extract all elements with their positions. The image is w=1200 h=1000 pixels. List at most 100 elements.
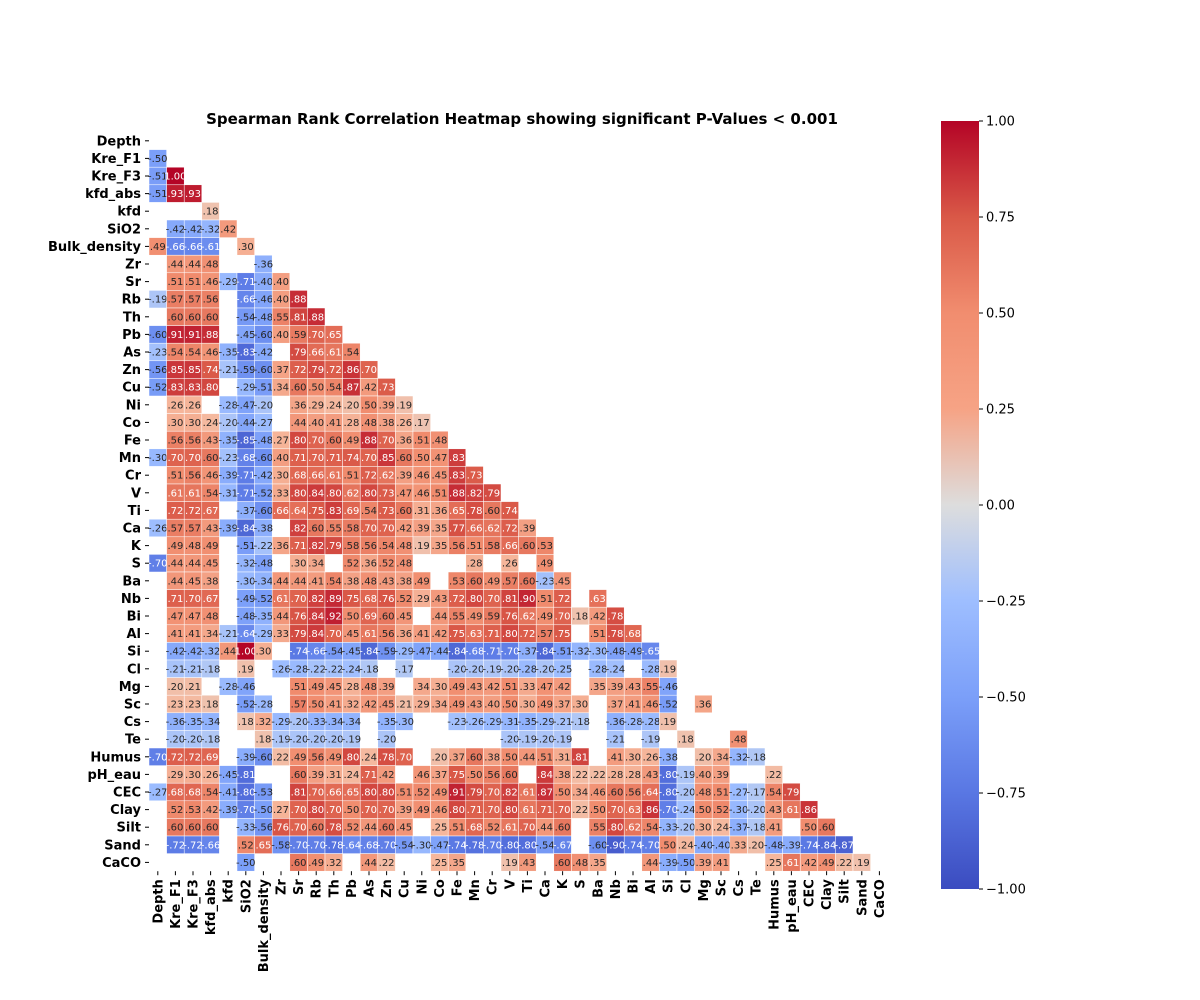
cell-value-label: .34 <box>273 383 289 394</box>
cell-value-label: .60 <box>291 770 307 781</box>
cell-value-label: .61 <box>326 471 342 482</box>
colorbar-tick-label: 0.50 <box>986 307 1015 322</box>
cell-value-label: .60 <box>185 823 201 834</box>
cell-value-label: -.42 <box>166 647 186 658</box>
column-label: Sc <box>715 879 730 896</box>
cell-value-label: .52 <box>396 594 412 605</box>
cell-value-label: .70 <box>308 330 324 341</box>
cell-value-label: -.23 <box>535 576 555 587</box>
cell-value-label: .56 <box>203 295 219 306</box>
cell-value-label: -.37 <box>729 823 749 834</box>
cell-value-label: .43 <box>203 436 219 447</box>
cell-value-label: -.39 <box>218 524 238 535</box>
cell-value-label: .60 <box>819 823 835 834</box>
cell-value-label: .52 <box>343 559 359 570</box>
cell-value-label: -.42 <box>254 348 274 359</box>
cell-value-label: .60 <box>308 524 324 535</box>
cell-value-label: .41 <box>713 858 729 869</box>
cell-value-label: -.54 <box>394 840 414 851</box>
cell-value-label: -.70 <box>289 840 309 851</box>
colorbar-tick-label: 0.00 <box>986 499 1015 514</box>
cell-value-label: .51 <box>467 541 483 552</box>
cell-value-label: .35 <box>431 541 447 552</box>
cell-value-label: .78 <box>607 612 623 623</box>
cell-value-label: .53 <box>449 576 465 587</box>
cell-value-label: .68 <box>291 471 307 482</box>
cell-value-label: .32 <box>343 700 359 711</box>
cell-value-label: .60 <box>379 823 395 834</box>
cell-value-label: .46 <box>643 700 659 711</box>
cell-value-label: -.32 <box>570 647 590 658</box>
cell-value-label: -.87 <box>834 840 854 851</box>
cell-value-label: .74 <box>203 365 219 376</box>
cell-value-label: -.70 <box>482 840 502 851</box>
row-label: Depth <box>97 134 141 149</box>
cell-value-label: .35 <box>590 682 606 693</box>
cell-value-label: .49 <box>537 612 553 623</box>
cell-value-label: -.35 <box>377 717 397 728</box>
cell-value-label: -.80 <box>658 788 678 799</box>
cell-value-label: -.34 <box>254 576 274 587</box>
row-label: CEC <box>113 786 141 801</box>
column-label: Si <box>662 879 677 893</box>
cell-value-label: -.44 <box>430 647 450 658</box>
cell-value-label: -.20 <box>535 664 555 675</box>
cell-value-label: .35 <box>449 858 465 869</box>
cell-value-label: .49 <box>484 576 500 587</box>
row-label: Fe <box>124 434 141 449</box>
cell-value-label: .51 <box>537 594 553 605</box>
cell-value-label: -.22 <box>324 664 344 675</box>
cell-value-label: .44 <box>273 612 289 623</box>
cell-value-label: -.60 <box>254 453 274 464</box>
cell-value-label: -.72 <box>166 840 186 851</box>
cell-value-label: -.70 <box>236 805 256 816</box>
cell-value-label: -.24 <box>676 805 696 816</box>
cell-value-label: .80 <box>502 805 518 816</box>
cell-value-label: -.35 <box>218 436 238 447</box>
cell-value-label: .62 <box>343 488 359 499</box>
cell-value-label: .51 <box>396 788 412 799</box>
cell-value-label: .20 <box>167 682 183 693</box>
cell-value-label: .67 <box>203 594 219 605</box>
cell-value-label: -.74 <box>799 840 819 851</box>
cell-value-label: .61 <box>502 823 518 834</box>
cell-value-label: .38 <box>484 752 500 763</box>
cell-value-label: .45 <box>203 559 219 570</box>
cell-value-label: .83 <box>449 471 465 482</box>
cell-value-label: .41 <box>167 629 183 640</box>
cell-value-label: .32 <box>326 858 342 869</box>
cell-value-label: .83 <box>326 506 342 517</box>
cell-value-label: .47 <box>185 612 201 623</box>
cell-value-label: -.50 <box>236 858 256 869</box>
cell-value-label: -.45 <box>218 770 238 781</box>
cell-value-label: .33 <box>273 629 289 640</box>
cell-value-label: .39 <box>396 471 412 482</box>
cell-value-label: -.29 <box>482 717 502 728</box>
cell-value-label: .17 <box>414 418 430 429</box>
cell-value-label: .43 <box>203 524 219 535</box>
cell-value-label: -.21 <box>166 664 186 675</box>
cell-value-label: .39 <box>379 400 395 411</box>
cell-value-label: .36 <box>396 436 412 447</box>
cell-value-label: .75 <box>449 770 465 781</box>
cell-value-label: -.23 <box>148 348 168 359</box>
cell-value-label: -.27 <box>148 788 168 799</box>
cell-value-label: .46 <box>414 471 430 482</box>
cell-value-label: .57 <box>185 295 201 306</box>
cell-value-label: .50 <box>467 770 483 781</box>
cell-value-label: -.52 <box>254 488 274 499</box>
cell-value-label: -.20 <box>324 735 344 746</box>
cell-value-label: -.67 <box>553 840 573 851</box>
cell-value-label: .72 <box>519 629 535 640</box>
cell-value-label: .72 <box>291 365 307 376</box>
heatmap-cell <box>183 184 203 203</box>
cell-value-label: .29 <box>414 594 430 605</box>
cell-value-label: .40 <box>484 700 500 711</box>
cell-value-label: .69 <box>203 752 219 763</box>
cell-value-label: .50 <box>361 400 377 411</box>
cell-value-label: -.20 <box>254 400 274 411</box>
cell-value-label: .68 <box>625 629 641 640</box>
cell-value-label: -.36 <box>166 717 186 728</box>
cell-value-label: .30 <box>625 752 641 763</box>
column-label: V <box>503 879 518 889</box>
